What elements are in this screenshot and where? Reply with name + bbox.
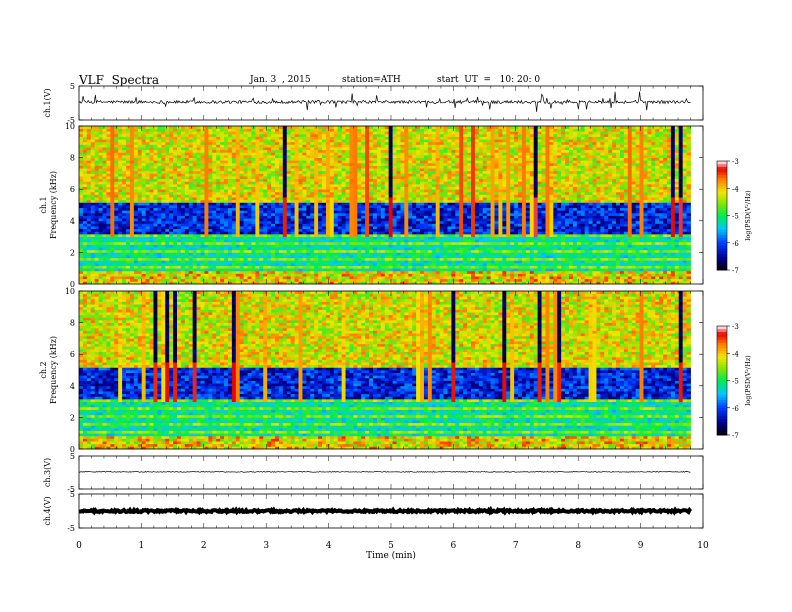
y-tick-label: 6 bbox=[70, 185, 75, 194]
y-axis-label: Frequency (kHz) bbox=[49, 336, 58, 404]
y-axis-label: ch.2 bbox=[39, 361, 48, 378]
y-tick-label: 8 bbox=[70, 319, 75, 328]
x-tick-label: 5 bbox=[388, 541, 394, 551]
vlf-spectra-plot: 5 -5 ch.1(V) -3 -4 -5 -6 -7 log(PSD(V²/Hz) 0 2 4 6 8 1… bbox=[0, 0, 792, 612]
colorbar-ch1: -3 -4 -5 -6 -7 log(PSD(V²/Hz) bbox=[717, 158, 752, 275]
y-tick-label: 10 bbox=[65, 287, 75, 296]
y-tick-label: 2 bbox=[70, 248, 75, 257]
colorbar-tick-label: -4 bbox=[732, 185, 739, 193]
y-tick-label: 5 bbox=[70, 82, 75, 91]
y-tick-label: 6 bbox=[70, 350, 75, 359]
colorbar-label: log(PSD(V²/Hz) bbox=[744, 355, 752, 406]
y-axis-label: ch.1 bbox=[39, 196, 48, 213]
colorbar-tick-label: -6 bbox=[732, 240, 739, 248]
spectrogram-ch2 bbox=[79, 291, 691, 449]
colorbar-tick-label: -3 bbox=[732, 323, 739, 331]
colorbar-ch2: -3 -4 -5 -6 -7 log(PSD(V²/Hz) bbox=[717, 323, 752, 440]
x-tick-label: 1 bbox=[139, 541, 145, 551]
y-axis-label: ch.3(V) bbox=[43, 458, 52, 487]
colorbar-tick-label: -3 bbox=[732, 158, 739, 166]
x-tick-label: 8 bbox=[575, 541, 581, 551]
colorbar-label: log(PSD(V²/Hz) bbox=[744, 190, 752, 241]
x-tick-label: 7 bbox=[513, 541, 519, 551]
y-tick-label: 10 bbox=[65, 122, 75, 131]
y-tick-label: 8 bbox=[70, 154, 75, 163]
x-tick-label: 3 bbox=[263, 541, 269, 551]
colorbar-tick-label: -5 bbox=[732, 378, 739, 386]
x-tick-label: 10 bbox=[697, 541, 709, 551]
panel-1: 5-5ch.1(V) bbox=[43, 82, 703, 125]
colorbar-tick-label: -7 bbox=[732, 432, 739, 440]
y-tick-label: 4 bbox=[70, 217, 75, 226]
colorbar-tick-label: -7 bbox=[732, 267, 739, 275]
y-axis-label: ch.4(V) bbox=[43, 496, 52, 525]
x-tick-label: 6 bbox=[451, 541, 457, 551]
y-tick-label: 4 bbox=[70, 382, 75, 391]
trace-ch3v bbox=[79, 471, 691, 472]
y-axis-label: ch.1(V) bbox=[43, 88, 52, 117]
colorbar-tick-label: -5 bbox=[732, 213, 739, 221]
y-tick-label: 5 bbox=[70, 452, 75, 461]
trace-ch1v bbox=[79, 92, 691, 112]
colorbar-tick-label: -4 bbox=[732, 350, 739, 358]
y-tick-label: -5 bbox=[67, 524, 75, 533]
panel-4: 5-5ch.3(V) bbox=[43, 452, 703, 494]
x-tick-label: 2 bbox=[201, 541, 207, 551]
x-axis-label: Time (min) bbox=[366, 550, 416, 561]
y-axis-label: Frequency (kHz) bbox=[49, 171, 58, 239]
x-axis: 0 1 2 3 4 5 6 7 8 9 10 Time (min) bbox=[76, 541, 709, 561]
spectrogram-ch1 bbox=[79, 126, 691, 284]
x-tick-label: 0 bbox=[76, 541, 82, 551]
y-tick-label: 5 bbox=[70, 490, 75, 499]
y-tick-label: 2 bbox=[70, 413, 75, 422]
colorbar-tick-label: -6 bbox=[732, 405, 739, 413]
panel-5: 5 -5 ch.4(V) bbox=[43, 490, 703, 533]
trace-ch4v bbox=[79, 510, 691, 512]
x-tick-label: 9 bbox=[638, 541, 644, 551]
x-tick-label: 4 bbox=[326, 541, 332, 551]
